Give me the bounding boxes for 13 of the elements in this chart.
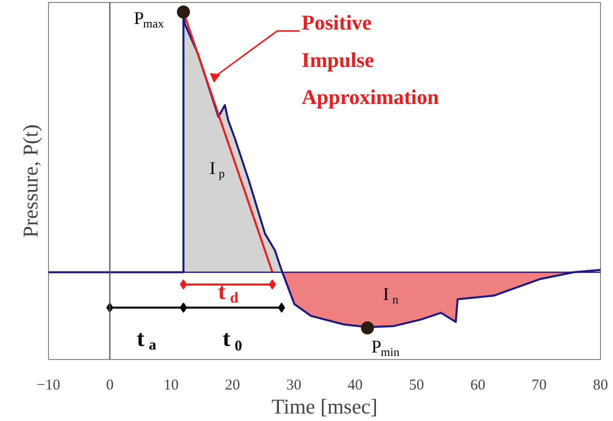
x-tick-label: 10 <box>164 378 179 394</box>
x-tick-label: −10 <box>36 378 60 394</box>
x-axis-title: Time [msec] <box>272 394 378 418</box>
y-axis-title: Pressure, P(t) <box>18 124 42 238</box>
x-tick-label: 20 <box>225 378 240 394</box>
x-tick-label: 60 <box>470 378 486 394</box>
x-tick-label: 30 <box>286 378 302 394</box>
x-tick-label: 80 <box>593 378 608 394</box>
x-tick-label: 40 <box>348 378 363 394</box>
x-tick-label: 0 <box>106 378 114 394</box>
annotation: Positive Impulse Approximation <box>302 10 440 110</box>
x-tick-label: 70 <box>532 378 547 394</box>
x-tick-label: 50 <box>409 378 424 394</box>
